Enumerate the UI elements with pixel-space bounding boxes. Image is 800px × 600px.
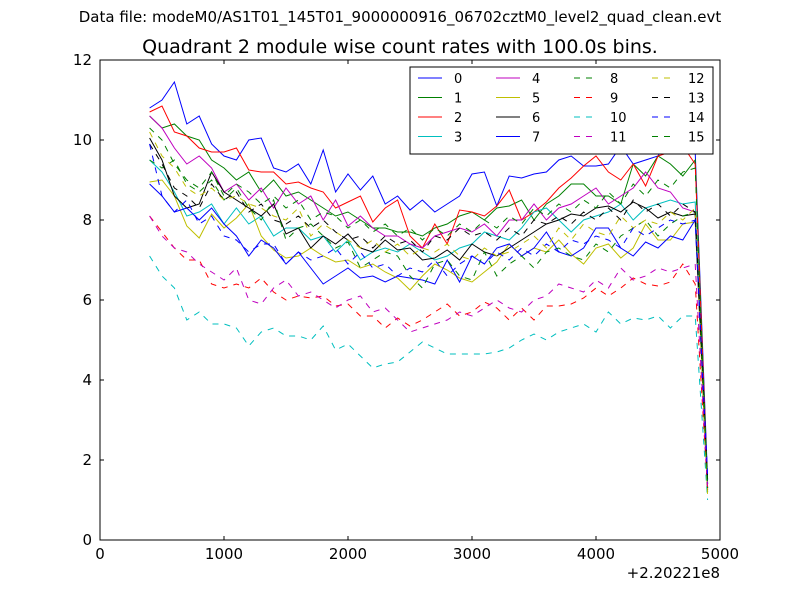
legend-label-6: 6 <box>532 111 540 126</box>
legend-label-2: 2 <box>454 111 462 126</box>
legend-label-5: 5 <box>532 92 540 107</box>
series-line-15 <box>149 127 709 489</box>
y-tick-label: 0 <box>82 531 92 549</box>
legend-label-3: 3 <box>454 131 462 146</box>
x-tick-label: 1000 <box>205 545 243 563</box>
legend-frame <box>409 66 714 155</box>
x-tick-label: 0 <box>95 545 105 563</box>
y-tick-label: 8 <box>82 211 92 229</box>
x-tick-label: 3000 <box>453 545 491 563</box>
series-line-12 <box>149 131 709 497</box>
x-offset-label: +2.20221e8 <box>627 564 720 582</box>
series-line-8 <box>149 159 709 499</box>
series-line-14 <box>149 143 709 477</box>
series-line-6 <box>149 137 709 491</box>
legend-label-8: 8 <box>610 72 618 87</box>
figure-suptitle: Data file: modeM0/AS1T01_145T01_90000009… <box>78 8 722 26</box>
series-line-9 <box>149 215 709 491</box>
series-line-1 <box>149 115 709 489</box>
series-line-5 <box>149 179 709 493</box>
y-tick-label: 12 <box>73 51 92 69</box>
series-line-4 <box>149 115 709 489</box>
x-tick-label: 2000 <box>329 545 367 563</box>
chart-title: Quadrant 2 module wise count rates with … <box>142 36 658 58</box>
legend-label-12: 12 <box>688 72 705 87</box>
y-tick-label: 4 <box>82 371 92 389</box>
legend-label-15: 15 <box>688 131 705 146</box>
legend-label-0: 0 <box>454 72 462 87</box>
series-line-10 <box>149 255 709 501</box>
series-line-13 <box>149 143 709 481</box>
y-tick-label: 6 <box>82 291 92 309</box>
series-layer <box>149 80 709 501</box>
legend-label-4: 4 <box>532 72 540 87</box>
series-line-0 <box>149 80 709 481</box>
x-tick-label: 5000 <box>701 545 739 563</box>
series-line-7 <box>149 183 709 485</box>
legend-label-1: 1 <box>454 92 462 107</box>
series-line-11 <box>149 215 709 489</box>
legend-label-11: 11 <box>610 131 627 146</box>
legend-label-14: 14 <box>688 111 705 126</box>
legend-label-7: 7 <box>532 131 540 146</box>
x-tick-label: 4000 <box>577 545 615 563</box>
series-line-2 <box>149 105 709 485</box>
legend-label-9: 9 <box>610 92 618 107</box>
y-tick-label: 2 <box>82 451 92 469</box>
legend-label-13: 13 <box>688 92 705 107</box>
series-line-3 <box>149 159 709 493</box>
legend-label-10: 10 <box>610 111 627 126</box>
y-tick-label: 10 <box>73 131 92 149</box>
